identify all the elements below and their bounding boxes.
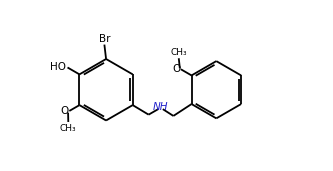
Text: O: O: [61, 106, 69, 116]
Text: O: O: [172, 64, 180, 74]
Text: CH₃: CH₃: [170, 48, 187, 57]
Text: HO: HO: [50, 62, 66, 72]
Text: NH: NH: [153, 102, 168, 112]
Text: Br: Br: [99, 34, 110, 44]
Text: CH₃: CH₃: [60, 124, 77, 133]
